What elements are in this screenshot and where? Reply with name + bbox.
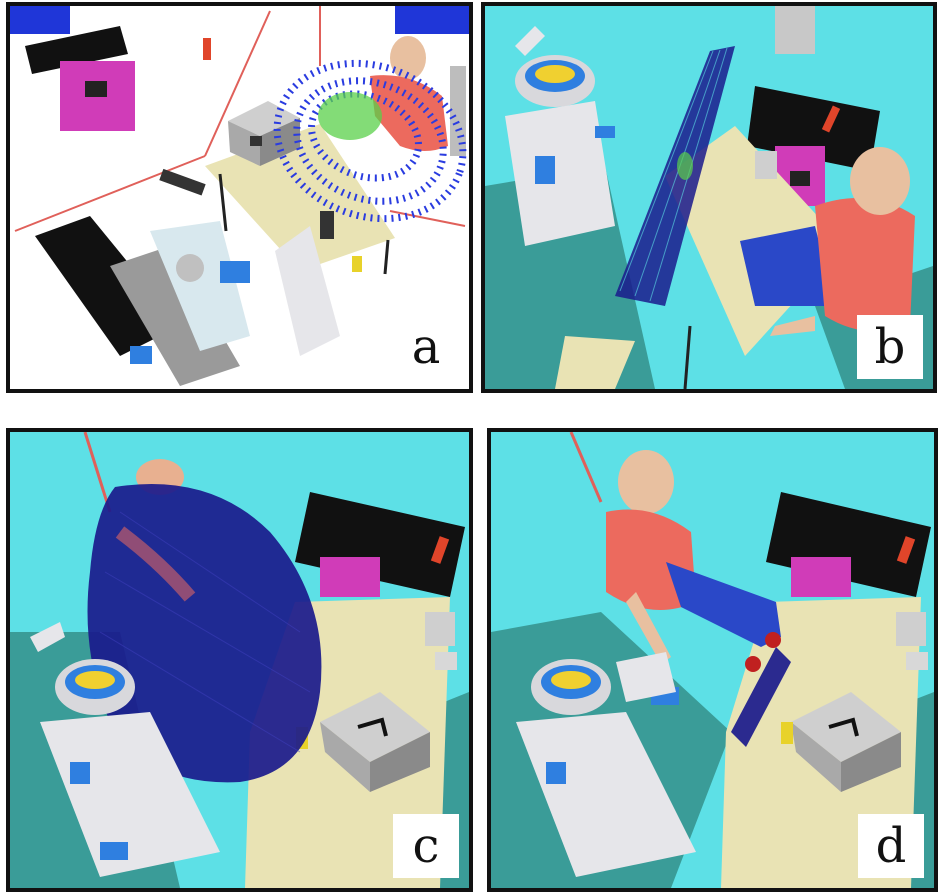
cabinet	[766, 492, 931, 597]
scene-panel-d: d	[487, 428, 938, 892]
robot	[30, 622, 220, 877]
point-cloud	[87, 484, 322, 783]
robot	[35, 168, 340, 386]
small-object	[320, 211, 334, 239]
panel-label: a	[411, 319, 441, 375]
cabinet	[295, 492, 465, 597]
panel-label-box: b	[857, 315, 923, 379]
panel-label-box: a	[393, 315, 459, 379]
panel-label-box: c	[393, 814, 459, 878]
box	[791, 692, 901, 792]
human	[740, 147, 915, 336]
human	[606, 450, 781, 672]
yellow-object	[352, 256, 362, 272]
box	[320, 692, 430, 792]
wall-block	[10, 6, 70, 34]
box	[775, 6, 815, 54]
point-cloud	[731, 647, 791, 747]
cabinet	[25, 26, 135, 131]
point-cloud	[615, 46, 735, 306]
scene-a-render	[10, 6, 469, 389]
scene-panel-c: c	[6, 428, 473, 892]
panel-label-box: d	[858, 814, 924, 878]
yellow-object	[781, 722, 793, 744]
scene-d-render	[491, 432, 934, 888]
panel-label: c	[412, 818, 440, 874]
robot	[505, 26, 615, 246]
human	[370, 36, 466, 156]
robot	[516, 652, 696, 877]
panel-label: b	[874, 319, 906, 375]
scene-panel-b: b	[481, 2, 937, 393]
bottle	[203, 38, 211, 60]
scene-c-render	[10, 432, 469, 888]
panel-label: d	[875, 818, 907, 874]
scene-b-render	[485, 6, 933, 389]
scene-panel-a: a	[6, 2, 473, 393]
wall-block	[395, 6, 469, 34]
